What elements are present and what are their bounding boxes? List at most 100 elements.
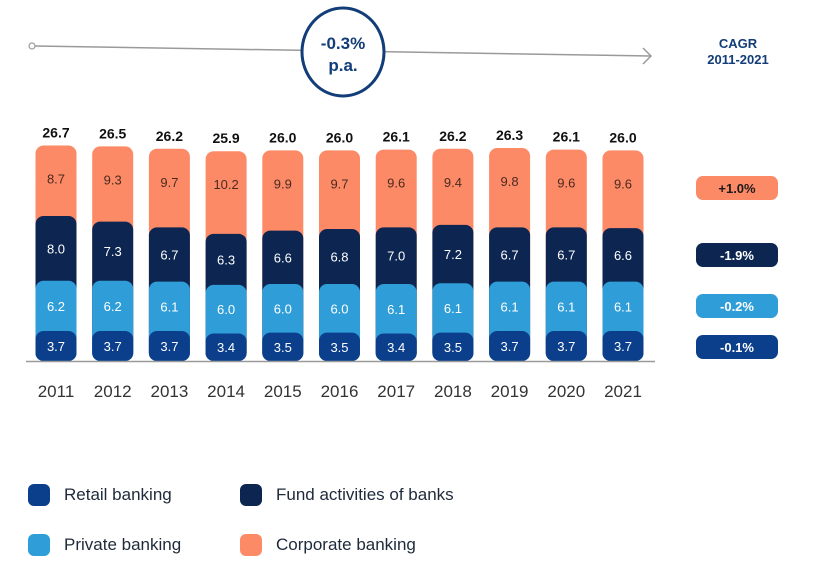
total-value-label: 26.5: [99, 125, 126, 141]
x-tick-label: 2014: [207, 382, 245, 401]
x-tick-label: 2019: [491, 382, 529, 401]
segment-value-label: 6.2: [47, 299, 65, 314]
bar-segment-retail-banking: [319, 332, 360, 361]
total-value-label: 26.0: [269, 129, 296, 145]
legend-swatch: [28, 534, 50, 556]
bar-segment-retail-banking: [148, 331, 190, 361]
x-tick-label: 2017: [377, 382, 415, 401]
segment-value-label: 6.6: [614, 248, 632, 263]
segment-value-label: 9.8: [501, 174, 519, 189]
cagr-badge: [696, 294, 778, 318]
total-value-label: 26.7: [42, 125, 69, 141]
cagr-label: CAGR: [719, 36, 758, 51]
bar-segment-retail-banking: [92, 331, 134, 361]
segment-value-label: 9.7: [330, 176, 348, 191]
total-cagr-value: -0.3%: [321, 34, 365, 53]
bar-segment-retail-banking: [432, 332, 474, 361]
bar-segment-retail-banking: [262, 332, 304, 361]
segment-value-label: 6.8: [330, 250, 348, 265]
bar-segment-retail-banking: [489, 331, 531, 361]
segment-value-label: 8.7: [47, 172, 65, 187]
segment-value-label: 3.7: [47, 339, 65, 354]
segment-value-label: 9.9: [274, 176, 292, 191]
segment-value-label: 6.2: [104, 299, 122, 314]
segment-value-label: 3.7: [160, 339, 178, 354]
bar-segment-retail-banking: [205, 333, 247, 361]
arrow-head-icon: [642, 47, 653, 65]
total-value-label: 26.1: [383, 129, 410, 145]
segment-value-label: 6.1: [614, 299, 632, 314]
segment-value-label: 3.7: [614, 339, 632, 354]
legend-private: Private banking: [28, 534, 181, 556]
bar-segment-retail-banking: [375, 333, 417, 361]
segment-value-label: 3.5: [330, 340, 348, 355]
segment-value-label: 6.1: [387, 302, 405, 317]
segment-value-label: 10.2: [213, 177, 238, 192]
total-value-label: 26.1: [553, 129, 580, 145]
x-tick-label: 2021: [604, 382, 642, 401]
bar-segment-retail-banking: [35, 331, 77, 361]
cagr-badge: [696, 176, 778, 200]
bar-segment-retail-banking: [602, 331, 644, 361]
segment-value-label: 9.6: [387, 176, 405, 191]
segment-value-label: 6.1: [444, 301, 462, 316]
segment-value-label: 6.3: [217, 252, 235, 267]
total-value-label: 26.2: [156, 128, 183, 144]
segment-value-label: 6.7: [160, 247, 178, 262]
segment-value-label: 6.1: [160, 299, 178, 314]
total-cagr-circle: [300, 6, 386, 98]
arrow-start-dot: [28, 42, 36, 50]
total-value-label: 26.0: [326, 129, 353, 145]
x-tick-label: 2011: [38, 382, 75, 401]
segment-value-label: 6.6: [274, 250, 292, 265]
total-cagr-unit: p.a.: [328, 56, 357, 75]
segment-value-label: 9.6: [614, 176, 632, 191]
cagr-badge-value: -1.9%: [720, 248, 754, 263]
cagr-period-label: 2011-2021: [707, 52, 768, 67]
segment-value-label: 7.2: [444, 247, 462, 262]
segment-value-label: 8.0: [47, 241, 65, 256]
segment-value-label: 7.0: [387, 249, 405, 264]
segment-value-label: 3.7: [104, 339, 122, 354]
legend-swatch: [240, 534, 262, 556]
legend-label: Fund activities of banks: [276, 485, 454, 504]
total-value-label: 26.3: [496, 127, 523, 143]
segment-value-label: 9.7: [160, 175, 178, 190]
total-value-label: 26.2: [439, 128, 466, 144]
segment-value-label: 9.3: [104, 172, 122, 187]
segment-value-label: 9.6: [557, 176, 575, 191]
segment-value-label: 6.1: [501, 299, 519, 314]
x-tick-label: 2020: [547, 382, 585, 401]
x-tick-label: 2018: [434, 382, 472, 401]
legend-label: Private banking: [64, 535, 182, 554]
segment-value-label: 9.4: [444, 175, 462, 190]
segment-value-label: 3.5: [444, 340, 462, 355]
x-tick-label: 2016: [321, 382, 359, 401]
segment-value-label: 3.7: [557, 339, 575, 354]
cagr-badge-value: -0.2%: [720, 299, 754, 314]
legend-label: Corporate banking: [276, 535, 416, 554]
total-value-label: 25.9: [212, 130, 239, 146]
legend-fund: Fund activities of banks: [240, 484, 454, 506]
legend-label: Retail banking: [64, 485, 172, 504]
x-tick-label: 2012: [94, 382, 132, 401]
segment-value-label: 7.3: [104, 244, 122, 259]
segment-value-label: 6.7: [501, 247, 519, 262]
cagr-badge-value: -0.1%: [720, 340, 754, 355]
segment-value-label: 6.1: [557, 299, 575, 314]
segment-value-label: 3.7: [501, 339, 519, 354]
cagr-badge: [696, 243, 778, 267]
x-tick-label: 2015: [264, 382, 302, 401]
cagr-badge-value: +1.0%: [718, 181, 756, 196]
legend-corporate: Corporate banking: [240, 534, 416, 556]
segment-value-label: 6.7: [557, 247, 575, 262]
segment-value-label: 6.0: [217, 302, 235, 317]
cagr-badge: [696, 335, 778, 359]
segment-value-label: 3.4: [217, 340, 235, 355]
legend-swatch: [28, 484, 50, 506]
legend-retail: Retail banking: [28, 484, 172, 506]
bar-segment-retail-banking: [545, 331, 587, 361]
legend-swatch: [240, 484, 262, 506]
segment-value-label: 6.0: [330, 301, 348, 316]
